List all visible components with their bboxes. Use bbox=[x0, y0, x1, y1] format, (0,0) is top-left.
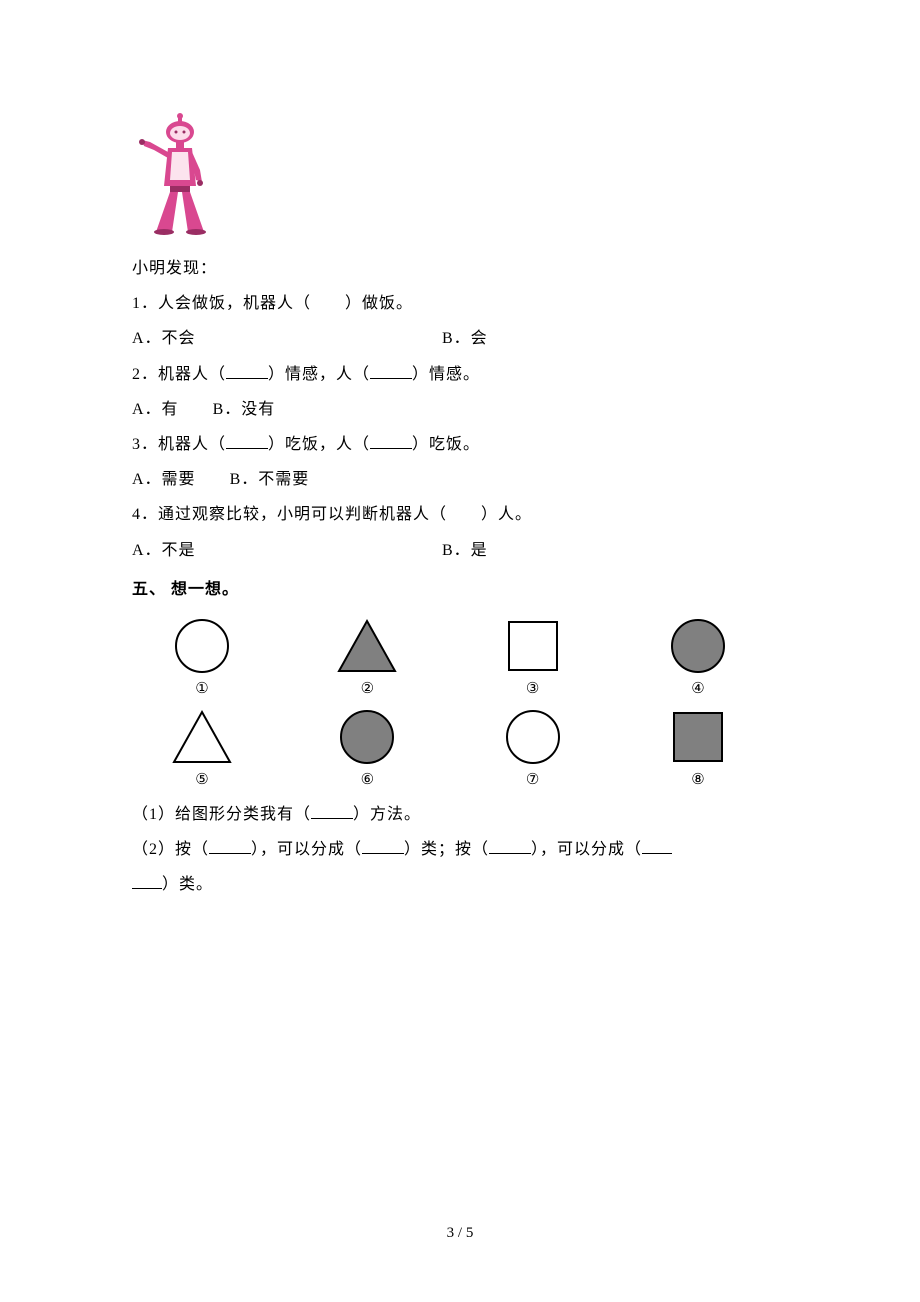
shape-2: ② bbox=[297, 615, 437, 698]
blank-underline bbox=[311, 801, 353, 819]
intro-text: 小明发现： bbox=[132, 251, 788, 286]
q4-optB: B．是 bbox=[442, 533, 488, 568]
section5-title: 五、 想一想。 bbox=[132, 572, 788, 607]
q4-optA: A．不是 bbox=[132, 533, 442, 568]
q2-optB: B．没有 bbox=[213, 401, 276, 418]
shape-label-1: ① bbox=[195, 679, 208, 698]
q2-prefix: 2．机器人（ bbox=[132, 366, 226, 383]
q5-2-mid4: ）类。 bbox=[162, 876, 213, 893]
blank-underline bbox=[226, 361, 268, 379]
q5-2-mid3: ），可以分成（ bbox=[531, 841, 642, 858]
q5-2-prefix: （2）按（ bbox=[132, 841, 209, 858]
q3-prefix: 3．机器人（ bbox=[132, 436, 226, 453]
q2-text: 2．机器人（ ）情感，人（ ）情感。 bbox=[132, 357, 788, 392]
q3-optB: B．不需要 bbox=[230, 471, 310, 488]
q5-2-mid2: ）类；按（ bbox=[404, 841, 489, 858]
shape-8: ⑧ bbox=[628, 706, 768, 789]
q5-1-prefix: （1）给图形分类我有（ bbox=[132, 806, 311, 823]
shape-label-8: ⑧ bbox=[691, 770, 704, 789]
shape-5: ⑤ bbox=[132, 706, 272, 789]
page-number: 3 / 5 bbox=[0, 1225, 920, 1242]
blank-underline bbox=[362, 836, 404, 854]
q5-1-suffix: ）方法。 bbox=[353, 806, 421, 823]
q4-text: 4．通过观察比较，小明可以判断机器人（ ）人。 bbox=[132, 497, 788, 532]
robot-illustration bbox=[132, 110, 788, 241]
q5-2-mid1: ），可以分成（ bbox=[251, 841, 362, 858]
shape-1: ① bbox=[132, 615, 272, 698]
blank-underline bbox=[489, 836, 531, 854]
shapes-row-1: ① ② ③ ④ bbox=[132, 615, 788, 698]
blank-underline bbox=[370, 431, 412, 449]
blank-underline bbox=[132, 872, 162, 890]
blank-underline bbox=[370, 361, 412, 379]
shape-3: ③ bbox=[463, 615, 603, 698]
shape-4: ④ bbox=[628, 615, 768, 698]
blank-underline bbox=[209, 836, 251, 854]
q5-2-line2: ）类。 bbox=[132, 867, 788, 902]
q2-suffix: ）情感。 bbox=[412, 366, 480, 383]
q5-2-text: （2）按（ ），可以分成（ ）类；按（ ），可以分成（ bbox=[132, 832, 788, 867]
shape-label-4: ④ bbox=[691, 679, 704, 698]
shape-label-7: ⑦ bbox=[526, 770, 539, 789]
shape-label-6: ⑥ bbox=[361, 770, 374, 789]
q2-options: A．有 B．没有 bbox=[132, 392, 788, 427]
shape-label-5: ⑤ bbox=[195, 770, 208, 789]
q5-1-text: （1）给图形分类我有（ ）方法。 bbox=[132, 797, 788, 832]
q1-optA: A．不会 bbox=[132, 321, 442, 356]
shapes-row-2: ⑤ ⑥ ⑦ ⑧ bbox=[132, 706, 788, 789]
spacing bbox=[179, 401, 213, 418]
q3-text: 3．机器人（ ）吃饭，人（ ）吃饭。 bbox=[132, 427, 788, 462]
shape-label-2: ② bbox=[361, 679, 374, 698]
shape-label-3: ③ bbox=[526, 679, 539, 698]
spacing bbox=[196, 471, 230, 488]
blank-underline bbox=[642, 836, 672, 854]
q1-options: A．不会 B．会 bbox=[132, 321, 788, 356]
q1-text: 1．人会做饭，机器人（ ）做饭。 bbox=[132, 286, 788, 321]
q3-mid1: ）吃饭，人（ bbox=[268, 436, 370, 453]
blank-underline bbox=[226, 431, 268, 449]
q3-optA: A．需要 bbox=[132, 471, 196, 488]
q3-options: A．需要 B．不需要 bbox=[132, 462, 788, 497]
q2-optA: A．有 bbox=[132, 401, 179, 418]
q2-mid1: ）情感，人（ bbox=[268, 366, 370, 383]
shape-7: ⑦ bbox=[463, 706, 603, 789]
shape-6: ⑥ bbox=[297, 706, 437, 789]
q3-suffix: ）吃饭。 bbox=[412, 436, 480, 453]
q1-optB: B．会 bbox=[442, 321, 488, 356]
q4-options: A．不是 B．是 bbox=[132, 533, 788, 568]
